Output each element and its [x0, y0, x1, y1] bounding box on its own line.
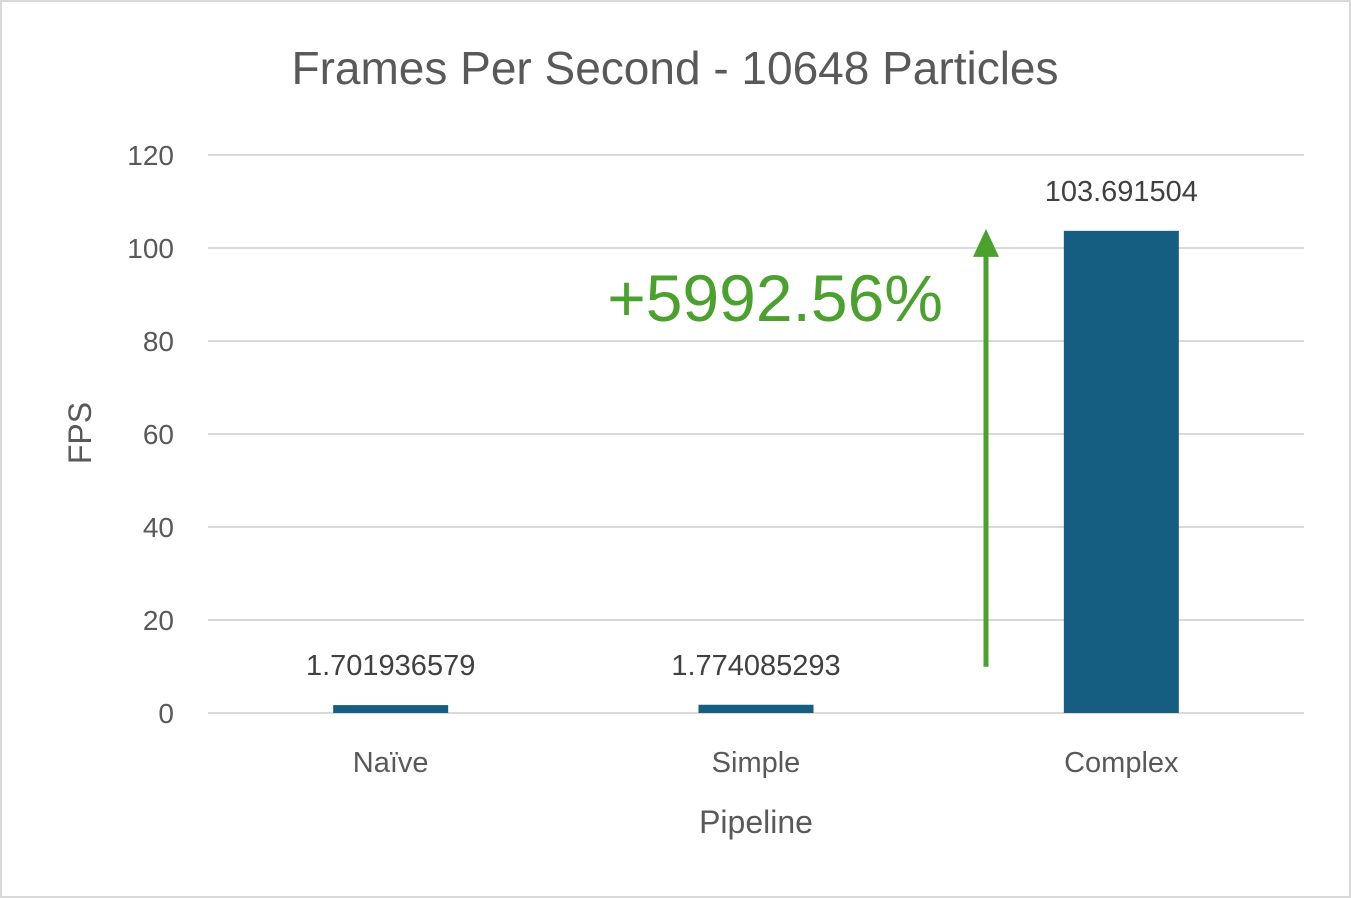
y-tick-label: 0 — [158, 698, 174, 729]
y-tick-label: 20 — [143, 605, 174, 636]
x-category-label: Naïve — [353, 747, 429, 779]
bar-0 — [333, 705, 449, 713]
y-tick-label: 40 — [143, 512, 174, 543]
y-axis-ticks: 0 20 40 60 80 100 120 — [127, 140, 174, 729]
y-tick-label: 80 — [143, 326, 174, 357]
x-category-label: Complex — [1064, 747, 1179, 779]
bars — [333, 230, 1179, 713]
data-labels: 1.701936579 1.774085293 103.691504 — [306, 176, 1198, 682]
bar-2 — [1063, 230, 1179, 713]
y-tick-label: 60 — [143, 419, 174, 450]
data-label: 1.774085293 — [671, 650, 840, 682]
growth-arrow-head — [973, 228, 999, 257]
y-tick-label: 120 — [127, 140, 174, 171]
y-axis-label: FPS — [62, 402, 98, 464]
y-tick-label: 100 — [127, 233, 174, 264]
data-label: 1.701936579 — [306, 650, 475, 682]
growth-annotation-text: +5992.56% — [607, 261, 943, 335]
chart-title: Frames Per Second - 10648 Particles — [291, 42, 1058, 94]
growth-annotation: +5992.56% — [607, 228, 999, 667]
x-axis-label: Pipeline — [699, 804, 813, 840]
bar-1 — [698, 704, 814, 713]
data-label: 103.691504 — [1045, 176, 1198, 208]
x-category-label: Simple — [712, 747, 801, 779]
x-axis-categories: Naïve Simple Complex — [353, 747, 1179, 779]
